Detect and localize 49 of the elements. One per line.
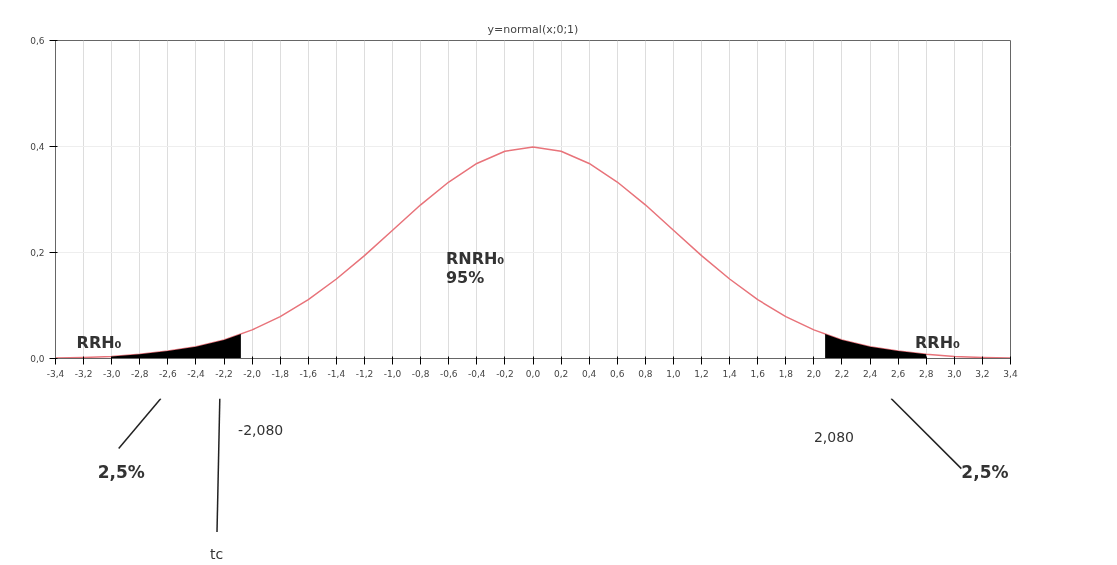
annotation: RRH₀ [76, 333, 122, 353]
x-tick-label: 3,4 [1003, 368, 1018, 379]
x-tick-label: -2,2 [215, 368, 233, 379]
chart-title: y=normal(x;0;1) [487, 22, 579, 36]
annotation: RRH₀ [915, 333, 961, 353]
x-tick-label: 0,4 [582, 368, 597, 379]
x-tick-label: 1,6 [750, 368, 766, 379]
x-tick-label: -0,8 [411, 368, 430, 379]
x-tick-label: -0,2 [496, 368, 514, 379]
x-tick-label: 1,8 [778, 368, 794, 379]
y-tick-label: 0,6 [30, 36, 45, 46]
x-tick-label: 3,0 [947, 368, 962, 379]
annotation: RNRH₀ [445, 249, 505, 269]
text: 2,5% [961, 462, 1009, 482]
text: 2,5% [97, 462, 145, 482]
x-tick-label: -0,4 [468, 368, 486, 379]
annotation: 95% [445, 267, 485, 287]
x-tick-label: 2,8 [919, 368, 934, 379]
y-tick-label: 0,2 [30, 248, 45, 258]
x-tick-label: -1,8 [271, 368, 290, 379]
x-tick-label: 3,2 [975, 368, 990, 379]
x-tick-label: 2,0 [806, 368, 822, 379]
text: tc [209, 546, 224, 563]
y-tick-label: 0,0 [30, 354, 45, 364]
x-tick-label: -2,4 [187, 368, 205, 379]
x-tick-label: -2,6 [159, 368, 177, 379]
x-tick-label: -3,0 [102, 368, 121, 379]
x-tick-label: 2,4 [862, 368, 878, 379]
x-tick-label: 0,0 [525, 368, 541, 379]
x-tick-label: 1,0 [666, 368, 681, 379]
x-tick-label: 0,6 [610, 368, 625, 379]
x-tick-label: -1,2 [355, 368, 374, 379]
x-tick-label: -3,4 [46, 368, 65, 379]
x-tick-label: -3,2 [74, 368, 93, 379]
x-tick-label: -1,0 [383, 368, 402, 379]
x-tick-label: -2,0 [243, 368, 262, 379]
x-tick-label: -1,6 [299, 368, 318, 379]
x-tick-label: 0,8 [638, 368, 653, 379]
x-tick-label: 2,6 [890, 368, 906, 379]
y-tick-label: 0,4 [30, 142, 45, 152]
x-tick-label: 2,2 [834, 368, 850, 379]
text: -2,080 [238, 422, 284, 439]
x-tick-label: 0,2 [553, 368, 569, 379]
x-tick-label: -0,6 [439, 368, 458, 379]
x-tick-label: -2,8 [130, 368, 149, 379]
text: 2,080 [813, 428, 854, 445]
x-tick-label: 1,4 [722, 368, 738, 379]
x-tick-label: 1,2 [694, 368, 709, 379]
x-tick-label: -1,4 [327, 368, 346, 379]
